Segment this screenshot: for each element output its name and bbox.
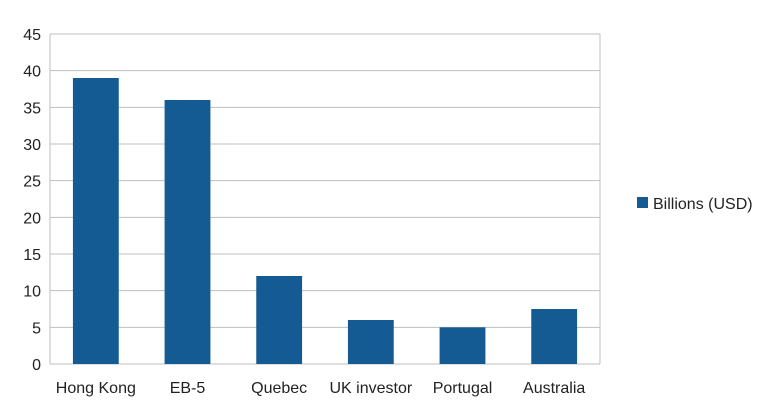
bar-uk-investor	[347, 320, 394, 364]
gridlines	[49, 33, 601, 365]
legend-swatch	[637, 197, 648, 208]
bar-portugal	[439, 327, 486, 364]
x-category-label: UK investor	[329, 380, 412, 397]
y-tick-label: 10	[23, 284, 41, 301]
y-tick-label: 45	[23, 27, 41, 44]
bar-hong-kong	[72, 78, 119, 364]
bar-australia	[531, 309, 578, 364]
y-tick-label: 0	[32, 357, 41, 374]
x-category-label: Hong Kong	[56, 380, 136, 397]
y-tick-label: 25	[23, 174, 41, 191]
bar-eb-5	[164, 100, 211, 364]
bars	[72, 78, 578, 364]
y-tick-label: 15	[23, 247, 41, 264]
x-axis-category-labels: Hong Kong EB-5 Quebec UK investor Portugal Au…	[56, 380, 586, 397]
y-tick-label: 40	[23, 64, 41, 81]
y-tick-label: 35	[23, 100, 41, 117]
x-category-label: Australia	[523, 380, 585, 397]
bar-quebec	[256, 276, 303, 364]
x-category-label: Quebec	[251, 380, 307, 397]
y-tick-label: 5	[32, 320, 41, 337]
y-tick-label: 30	[23, 137, 41, 154]
legend: Billions (USD)	[637, 196, 753, 213]
legend-label: Billions (USD)	[653, 196, 753, 213]
y-tick-label: 20	[23, 210, 41, 227]
x-category-label: Portugal	[433, 380, 493, 397]
x-category-label: EB-5	[170, 380, 206, 397]
y-axis-tick-labels: 0 5 10 15 20 25 30 35 40 45	[23, 27, 41, 374]
